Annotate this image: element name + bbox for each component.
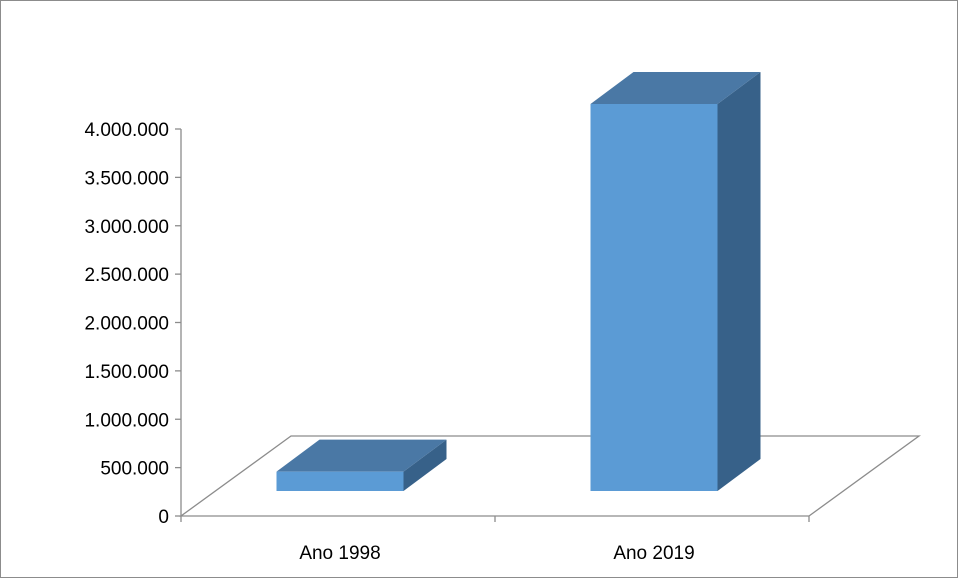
- y-tick-label: 2.500.000: [84, 265, 169, 286]
- bar: [590, 72, 761, 491]
- bar: [276, 439, 447, 491]
- chart-floor: [179, 435, 921, 517]
- value-axis: 0 500.000 1.000.000 1.500.000 2.000.000 2.500…: [84, 120, 810, 528]
- y-tick-label: 1.000.000: [84, 410, 169, 431]
- bar-side-face: [403, 439, 447, 491]
- bar-side-face: [717, 72, 761, 491]
- y-tick-label: 0: [158, 507, 169, 528]
- x-category-label: Ano 1998: [299, 543, 380, 564]
- bar-front-face: [590, 104, 718, 491]
- x-category-label: Ano 2019: [613, 543, 694, 564]
- y-tick-label: 3.500.000: [84, 168, 169, 189]
- y-tick-label: 1.500.000: [84, 362, 169, 383]
- bar-top-face: [276, 439, 447, 472]
- category-axis: Ano 1998 Ano 2019: [299, 543, 694, 564]
- bar-top-face: [590, 72, 761, 104]
- y-tick-label: 4.000.000: [84, 120, 169, 141]
- y-tick-label: 2.000.000: [84, 314, 169, 335]
- y-tick-label: 3.000.000: [84, 217, 169, 238]
- chart-floor-outline: [179, 435, 921, 517]
- bar-front-face: [276, 471, 404, 491]
- y-tick-label: 500.000: [100, 459, 169, 480]
- bars: [276, 72, 761, 491]
